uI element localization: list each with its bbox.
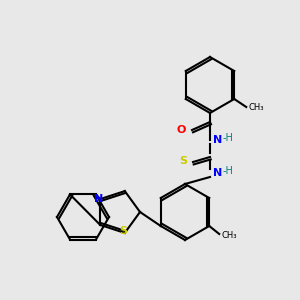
Text: N: N — [94, 194, 103, 204]
Text: N: N — [213, 135, 222, 145]
Text: -H: -H — [223, 166, 234, 176]
Text: S: S — [179, 156, 187, 166]
Text: O: O — [177, 125, 186, 135]
Text: N: N — [213, 168, 222, 178]
Text: -H: -H — [223, 133, 234, 143]
Text: CH₃: CH₃ — [248, 103, 264, 112]
Text: CH₃: CH₃ — [221, 230, 237, 239]
Text: S: S — [119, 226, 127, 236]
